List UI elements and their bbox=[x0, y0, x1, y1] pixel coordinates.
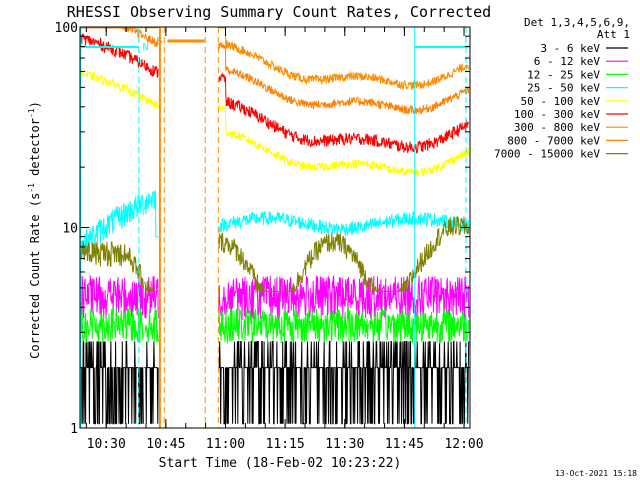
x-tick-label: 12:00 bbox=[444, 437, 483, 452]
series-6-12-kev bbox=[80, 274, 470, 321]
series-line bbox=[80, 69, 470, 179]
y-axis-label-sup2: -1 bbox=[27, 108, 36, 118]
series-line bbox=[80, 33, 470, 154]
plot-overlays: NS bbox=[80, 27, 469, 428]
chart-title: RHESSI Observing Summary Count Rates, Co… bbox=[67, 3, 491, 21]
series-line bbox=[80, 216, 470, 293]
y-axis: 1 10 100 bbox=[55, 21, 470, 437]
legend-entry-label: 800 - 7000 keV bbox=[507, 134, 600, 147]
y-axis-label-main: Corrected Count Rate (s bbox=[28, 193, 42, 359]
legend-entry-label: 100 - 300 keV bbox=[514, 108, 600, 121]
x-tick-label: 11:45 bbox=[385, 437, 424, 452]
y-tick-label: 10 bbox=[62, 222, 78, 237]
y-tick-label: 100 bbox=[55, 21, 78, 36]
series-7000-15000-kev bbox=[80, 216, 470, 293]
x-tick-label: 11:00 bbox=[206, 437, 245, 452]
series-100-300-kev bbox=[80, 33, 470, 154]
footer-date: 13-Oct-2021 15:18 bbox=[555, 469, 637, 478]
series-800-7000-kev bbox=[80, 27, 470, 115]
series-12-25-kev bbox=[80, 307, 470, 344]
series-line bbox=[80, 341, 470, 425]
legend-entry-label: 25 - 50 keV bbox=[527, 82, 600, 95]
series-50-100-kev bbox=[80, 69, 470, 179]
x-tick-label: 11:30 bbox=[325, 437, 364, 452]
flag-label-s: S bbox=[156, 36, 162, 47]
legend-entry-label: 6 - 12 keV bbox=[534, 55, 601, 68]
legend-header-line: Att 1 bbox=[597, 28, 630, 41]
x-axis-label: Start Time (18-Feb-02 10:23:22) bbox=[159, 456, 402, 471]
x-tick-label: 10:45 bbox=[146, 437, 185, 452]
y-axis-label-mid: detector bbox=[28, 118, 42, 183]
x-tick-label: 10:30 bbox=[87, 437, 126, 452]
legend-entry-label: 3 - 6 keV bbox=[540, 42, 600, 55]
plot-series bbox=[80, 27, 470, 425]
y-axis-label: Corrected Count Rate (s-1 detector-1) bbox=[27, 101, 42, 359]
series-line bbox=[80, 274, 470, 321]
legend-entry-label: 12 - 25 keV bbox=[527, 68, 600, 81]
series-line bbox=[80, 307, 470, 344]
x-axis: 10:30 10:45 11:00 11:15 11:30 11:45 12:00 bbox=[85, 27, 484, 452]
y-axis-label-end: ) bbox=[28, 101, 42, 108]
legend-header-line: Det 1,3,4,5,6,9, bbox=[524, 16, 630, 29]
x-tick-label: 11:15 bbox=[266, 437, 305, 452]
flag-label-n: N bbox=[143, 42, 149, 53]
y-tick-label: 1 bbox=[70, 422, 78, 437]
legend-entry-label: 50 - 100 keV bbox=[521, 95, 601, 108]
y-axis-label-sup1: -1 bbox=[27, 183, 36, 193]
legend-entry-label: 7000 - 15000 keV bbox=[494, 148, 600, 161]
series-25-50-kev bbox=[80, 190, 470, 261]
series-line bbox=[80, 27, 470, 115]
legend-entry-label: 300 - 800 keV bbox=[514, 121, 600, 134]
series-3-6-kev bbox=[80, 341, 470, 425]
series-line bbox=[80, 190, 470, 261]
